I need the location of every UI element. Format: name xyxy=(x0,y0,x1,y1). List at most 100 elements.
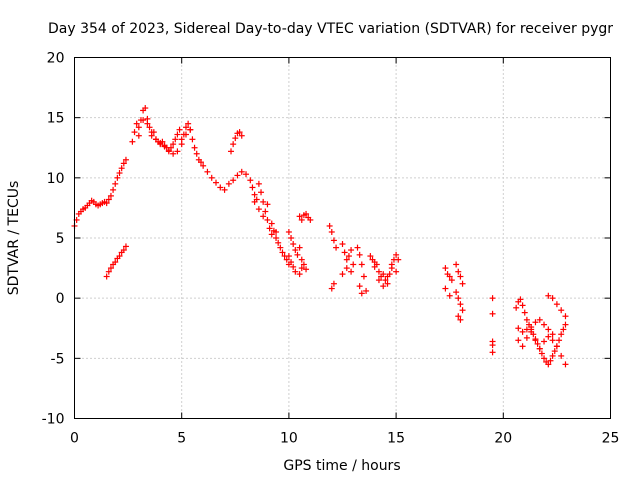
data-point xyxy=(455,268,462,275)
data-point xyxy=(457,273,464,280)
data-point xyxy=(122,243,129,250)
data-point xyxy=(144,120,151,127)
data-point xyxy=(307,216,314,223)
data-point xyxy=(279,249,286,256)
data-point xyxy=(371,263,378,270)
data-point xyxy=(103,200,110,207)
data-point xyxy=(146,124,153,131)
data-point xyxy=(541,321,548,328)
data-point xyxy=(185,120,192,127)
y-axis-label: SDTVAR / TECUs xyxy=(6,181,22,296)
data-point xyxy=(266,225,273,232)
data-point xyxy=(133,120,140,127)
data-point xyxy=(165,147,172,154)
data-point xyxy=(489,295,496,302)
data-point xyxy=(129,138,136,145)
data-point xyxy=(228,148,235,155)
data-point xyxy=(258,189,265,196)
data-point xyxy=(562,313,569,320)
data-point xyxy=(112,259,119,266)
data-point xyxy=(249,184,256,191)
data-point xyxy=(268,231,275,238)
data-point xyxy=(296,244,303,251)
data-point xyxy=(232,135,239,142)
data-point xyxy=(345,253,352,260)
data-point xyxy=(521,309,528,316)
data-point xyxy=(393,251,400,258)
y-tick-label: -10 xyxy=(42,412,65,428)
data-point xyxy=(112,180,119,187)
data-point xyxy=(225,180,232,187)
data-point xyxy=(515,337,522,344)
data-point xyxy=(384,280,391,287)
data-point xyxy=(296,213,303,220)
data-point xyxy=(285,253,292,260)
data-point xyxy=(243,171,250,178)
data-point xyxy=(116,170,123,177)
data-point xyxy=(523,316,530,323)
data-point xyxy=(294,251,301,258)
data-point xyxy=(135,124,142,131)
data-point xyxy=(189,136,196,143)
data-point xyxy=(161,143,168,150)
data-point xyxy=(459,307,466,314)
data-point xyxy=(532,337,539,344)
data-point xyxy=(174,131,181,138)
data-point xyxy=(354,244,361,251)
x-tick-label: 25 xyxy=(602,431,620,447)
data-point xyxy=(107,265,114,272)
data-point xyxy=(523,326,530,333)
data-point xyxy=(273,235,280,241)
data-point xyxy=(247,177,254,184)
data-point xyxy=(538,350,545,357)
data-point xyxy=(356,251,363,258)
data-point xyxy=(339,271,346,278)
data-point xyxy=(298,265,305,272)
data-point xyxy=(541,355,548,362)
data-point xyxy=(118,165,125,172)
data-point xyxy=(489,310,496,317)
data-point xyxy=(217,184,224,191)
data-point xyxy=(523,334,530,341)
data-point xyxy=(541,338,548,345)
data-point xyxy=(330,237,337,244)
data-point xyxy=(285,228,292,235)
data-point xyxy=(105,268,112,275)
data-point xyxy=(328,285,335,292)
data-point xyxy=(152,136,159,143)
data-point xyxy=(182,131,189,138)
data-point xyxy=(148,129,155,136)
data-point xyxy=(446,292,453,299)
data-point xyxy=(174,148,181,155)
data-points xyxy=(71,105,569,368)
y-tick-label: 0 xyxy=(56,291,65,307)
data-point xyxy=(519,343,526,350)
data-point xyxy=(549,331,556,338)
grid-lines xyxy=(74,57,611,419)
data-point xyxy=(268,220,275,227)
data-point xyxy=(110,186,117,193)
data-point xyxy=(489,349,496,356)
data-point xyxy=(262,208,269,215)
data-point xyxy=(348,268,355,275)
y-tick-label: 5 xyxy=(56,231,65,247)
data-point xyxy=(142,105,149,112)
data-point xyxy=(553,301,560,308)
data-point xyxy=(120,247,127,254)
data-point xyxy=(562,321,569,328)
data-point xyxy=(251,198,258,205)
data-point xyxy=(300,261,307,268)
data-point xyxy=(326,222,333,229)
data-point xyxy=(238,132,245,139)
data-point xyxy=(328,228,335,235)
data-point xyxy=(532,319,539,326)
data-point xyxy=(388,261,395,268)
data-point xyxy=(290,263,297,270)
data-point xyxy=(453,289,460,296)
data-point xyxy=(545,333,552,340)
data-point xyxy=(157,139,164,146)
data-point xyxy=(457,301,464,308)
data-point xyxy=(288,259,295,266)
data-point xyxy=(453,261,460,268)
y-tick-label: 15 xyxy=(47,111,65,127)
